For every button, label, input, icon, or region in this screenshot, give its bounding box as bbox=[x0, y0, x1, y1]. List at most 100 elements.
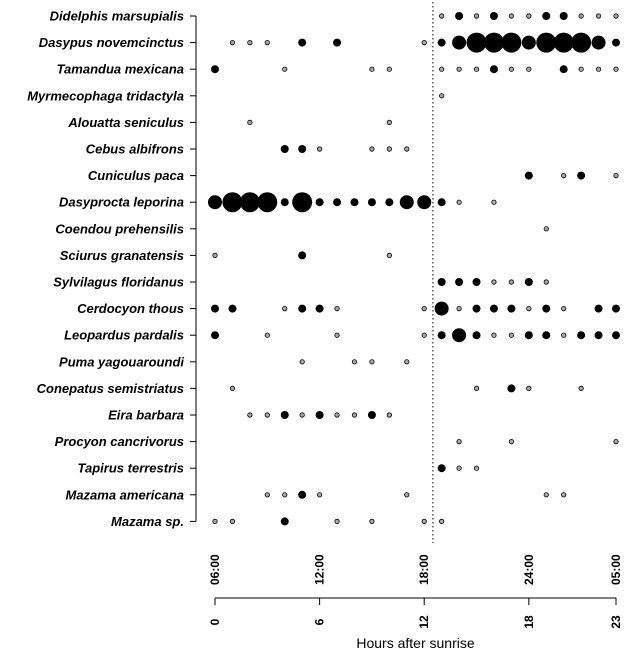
species-label: Alouatta seniculus bbox=[67, 115, 184, 130]
activity-point-small bbox=[334, 332, 340, 338]
activity-point-small bbox=[526, 66, 532, 72]
activity-point-small bbox=[282, 492, 288, 498]
activity-point bbox=[298, 304, 307, 313]
activity-point bbox=[437, 331, 446, 340]
y-axis bbox=[190, 15, 197, 522]
x-axis: 0 6 12 18 23 bbox=[208, 597, 623, 629]
activity-point bbox=[507, 384, 516, 393]
activity-point-small bbox=[508, 13, 514, 19]
activity-point bbox=[612, 331, 620, 340]
activity-point bbox=[437, 198, 446, 207]
activity-point bbox=[466, 32, 487, 53]
activity-point-small bbox=[473, 385, 480, 391]
activity-point-small bbox=[561, 332, 567, 338]
activity-point bbox=[333, 198, 342, 207]
activity-point-small bbox=[317, 492, 323, 498]
activity-point bbox=[577, 331, 586, 340]
species-label: Dasypus novemcinctus bbox=[39, 35, 184, 50]
activity-point-small bbox=[491, 279, 497, 285]
activity-point-small bbox=[526, 385, 532, 391]
activity-point bbox=[501, 32, 522, 53]
activity-point-small bbox=[439, 66, 445, 72]
activity-point bbox=[437, 38, 446, 47]
activity-point bbox=[542, 12, 551, 20]
activity-point-small bbox=[543, 492, 549, 498]
activity-point bbox=[315, 411, 324, 419]
activity-point bbox=[591, 35, 606, 50]
activity-point-small bbox=[508, 279, 514, 285]
clock-tick-label: 18:00 bbox=[417, 554, 431, 585]
activity-point bbox=[472, 278, 481, 286]
activity-point-small bbox=[491, 332, 497, 338]
species-label: Cuniculus paca bbox=[88, 168, 184, 183]
x-tick-label: 0 bbox=[208, 618, 222, 625]
activity-point-small bbox=[351, 412, 358, 418]
species-labels: Didelphis marsupialis Dasypus novemcinctu… bbox=[27, 9, 184, 529]
activity-point-small bbox=[421, 305, 427, 312]
activity-point bbox=[367, 198, 376, 207]
activity-point bbox=[298, 38, 307, 47]
activity-point bbox=[559, 12, 568, 20]
x-tick-label: 12 bbox=[417, 615, 431, 629]
activity-point-small bbox=[282, 66, 288, 72]
activity-point-small bbox=[299, 412, 305, 418]
activity-point-small bbox=[351, 359, 358, 365]
activity-point bbox=[399, 195, 414, 210]
activity-point-small bbox=[543, 226, 549, 232]
activity-point bbox=[437, 278, 446, 286]
x-axis-title: Hours after sunrise bbox=[356, 635, 474, 651]
activity-point-small bbox=[212, 518, 218, 525]
activity-point-small bbox=[404, 146, 410, 152]
activity-point bbox=[298, 145, 307, 153]
activity-point bbox=[228, 304, 237, 313]
species-label: Puma yagouaroundi bbox=[59, 354, 184, 369]
activity-point-small bbox=[299, 359, 305, 365]
activity-point-small bbox=[404, 359, 410, 365]
activity-point-small bbox=[282, 305, 288, 312]
clock-tick-label: 12:00 bbox=[313, 554, 327, 585]
activity-point bbox=[434, 301, 449, 316]
activity-point-small bbox=[421, 332, 427, 338]
activity-point bbox=[472, 331, 481, 340]
activity-point-small bbox=[386, 146, 392, 152]
activity-point bbox=[524, 278, 533, 286]
activity-point-small bbox=[421, 39, 427, 46]
activity-point-small bbox=[595, 13, 602, 19]
activity-point bbox=[571, 32, 592, 53]
activity-point-small bbox=[247, 119, 253, 126]
activity-point-small bbox=[508, 332, 514, 338]
activity-point bbox=[280, 517, 289, 526]
activity-point bbox=[594, 331, 603, 340]
activity-point-small bbox=[561, 173, 567, 179]
x-tick-label: 6 bbox=[313, 618, 327, 625]
activity-point bbox=[367, 411, 376, 419]
activity-point-small bbox=[508, 438, 514, 445]
activity-point-small bbox=[578, 66, 584, 72]
activity-point-small bbox=[369, 66, 375, 72]
activity-point-small bbox=[439, 13, 445, 19]
activity-point bbox=[455, 12, 464, 20]
activity-point-small bbox=[613, 66, 619, 72]
activity-point bbox=[315, 304, 324, 313]
activity-point bbox=[222, 192, 243, 213]
activity-point-small bbox=[456, 438, 462, 445]
activity-point-small bbox=[229, 385, 236, 391]
species-label: Myrmecophaga tridactyla bbox=[27, 88, 184, 103]
activity-point-small bbox=[386, 66, 392, 72]
activity-point-small bbox=[613, 173, 619, 179]
activity-point bbox=[489, 65, 498, 74]
activity-point-small bbox=[369, 146, 375, 152]
clock-tick-label: 06:00 bbox=[208, 554, 222, 585]
activity-point bbox=[280, 145, 289, 153]
species-label: Mazama americana bbox=[65, 487, 184, 502]
activity-point-small bbox=[473, 13, 480, 19]
clock-time-tick-labels: 06:00 12:00 18:00 24:00 05:00 bbox=[208, 554, 623, 585]
activity-point bbox=[292, 192, 313, 213]
activity-point-small bbox=[264, 39, 270, 46]
clock-tick-label: 24:00 bbox=[522, 554, 536, 585]
activity-point bbox=[452, 328, 467, 343]
species-label: Didelphis marsupialis bbox=[50, 9, 184, 24]
activity-point-small bbox=[561, 305, 567, 312]
activity-point-small bbox=[613, 438, 619, 445]
